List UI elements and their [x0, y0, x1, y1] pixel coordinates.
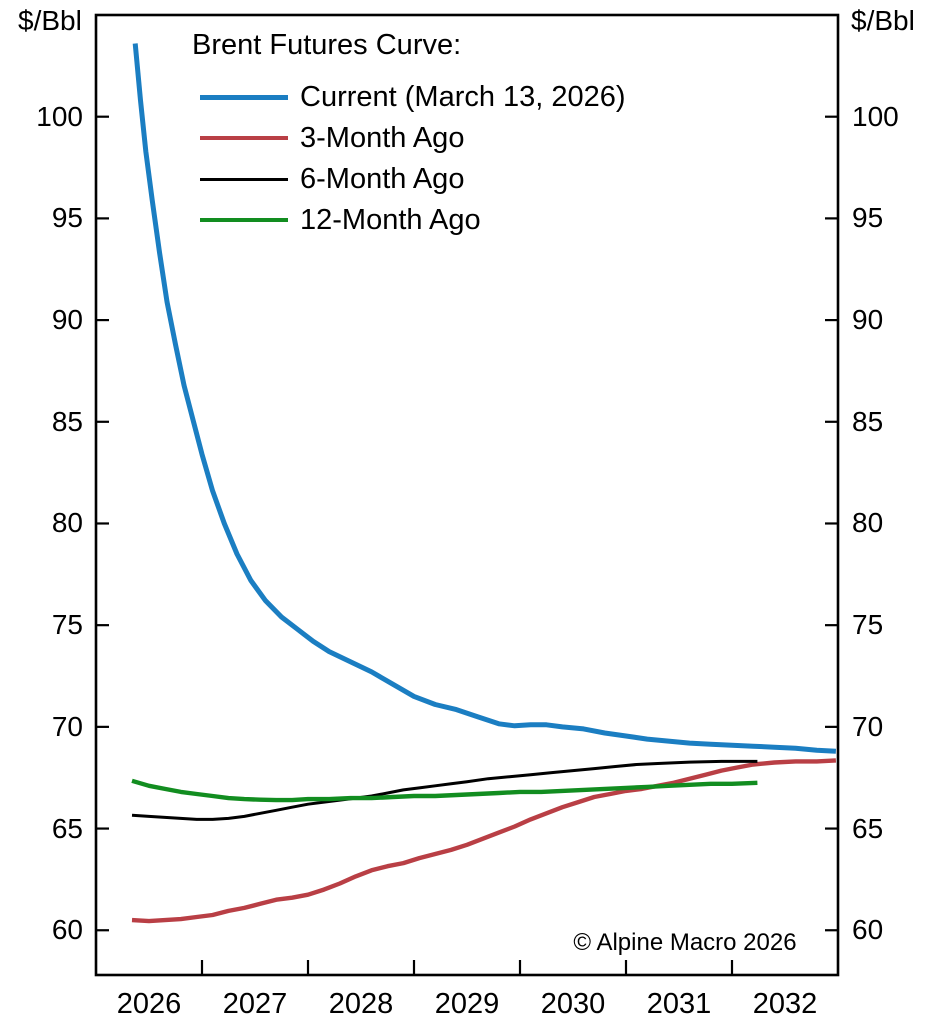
legend-item-6-month-ago: 6-Month Ago	[200, 162, 464, 196]
legend-swatch-6-month-line	[200, 177, 288, 181]
y-tick-label-right: 80	[852, 507, 884, 539]
plot-frame	[94, 13, 840, 977]
legend-label-12-month: 12-Month Ago	[300, 204, 481, 236]
legend-label-6-month: 6-Month Ago	[300, 163, 465, 195]
y-axis-unit-left: $/Bbl	[18, 5, 82, 36]
y-tick-label-right: 100	[852, 100, 899, 132]
legend-swatch-3-month-line	[200, 136, 288, 140]
curve-3-month-ago	[131, 758, 837, 924]
curve-6-month-ago	[131, 759, 758, 821]
y-tick-label-left: 90	[51, 304, 83, 336]
legend-item-12-month-ago: 12-Month Ago	[200, 203, 481, 237]
y-tick-label-right: 60	[852, 914, 884, 946]
curve-current-march-13-2026	[132, 43, 837, 754]
y-tick-label-right: 95	[852, 202, 884, 234]
x-tick-label: 2030	[540, 988, 606, 1020]
y-tick-label-left: 70	[51, 710, 83, 742]
legend-item-current: Current (March 13, 2026)	[200, 80, 626, 114]
y-tick-label-right: 85	[852, 405, 884, 437]
y-tick-label-right: 65	[852, 812, 884, 844]
legend-swatch-current-line	[200, 94, 288, 100]
y-tick-label-left: 75	[51, 609, 83, 641]
y-tick-label-left: 80	[51, 507, 83, 539]
y-tick-label-left: 95	[51, 202, 83, 234]
y-tick-label-left: 65	[51, 812, 83, 844]
y-tick-label-left: 60	[51, 914, 83, 946]
x-tick-label: 2027	[222, 988, 288, 1020]
legend-label-3-month: 3-Month Ago	[300, 122, 465, 154]
legend-label-current: Current (March 13, 2026)	[300, 81, 626, 113]
y-tick-label-right: 90	[852, 304, 884, 336]
x-tick-label: 2026	[116, 988, 182, 1020]
x-tick-label: 2028	[328, 988, 394, 1020]
legend-item-3-month-ago: 3-Month Ago	[200, 121, 464, 155]
curve-12-month-ago	[131, 778, 758, 803]
x-tick-label: 2031	[646, 988, 712, 1020]
y-axis-unit-right: $/Bbl	[851, 5, 915, 36]
legend-swatch-12-month-line	[200, 218, 288, 222]
y-tick-label-right: 75	[852, 609, 884, 641]
x-tick-label: 2032	[752, 988, 818, 1020]
x-tick-label: 2029	[434, 988, 500, 1020]
y-tick-label-left: 100	[36, 100, 83, 132]
copyright-text: © Alpine Macro 2026	[573, 929, 797, 956]
legend-title: Brent Futures Curve:	[192, 29, 462, 61]
y-tick-label-left: 85	[51, 405, 83, 437]
y-tick-label-right: 70	[852, 710, 884, 742]
